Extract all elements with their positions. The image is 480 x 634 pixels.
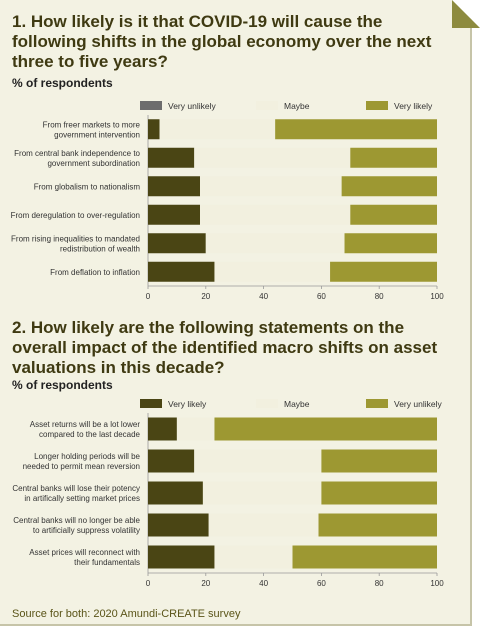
bar-segment [214,417,437,441]
bar-segment [321,481,437,505]
category-label: redistribution of wealth [60,244,140,253]
category-label: From globalism to nationalism [34,182,141,191]
category-label: Asset prices will reconnect with [29,548,140,557]
legend-swatch [366,101,388,110]
bar-segment [318,513,437,537]
category-label: From central bank independence to [14,149,140,158]
category-label: Asset returns will be a lot lower [30,420,141,429]
bar-segment [275,119,437,140]
x-tick-label: 40 [259,292,268,301]
legend-label: Maybe [284,399,310,409]
chart-1: Very unlikely Maybe Very likely 0 20 40 60 80 10… [11,101,444,301]
x-tick-label: 80 [375,292,384,301]
chart-2: Very likely Maybe Very unlikely 0 20 40 60 80 10… [12,399,444,588]
bar-segment [148,513,209,537]
x-tick-label: 0 [146,292,151,301]
bar-segment [148,233,206,254]
x-tick-label: 20 [201,292,210,301]
category-label: government subordination [47,159,140,168]
bar-segment [208,513,319,537]
bar-segment [148,545,215,569]
bar-segment [330,261,437,282]
bar-segment [350,204,437,225]
legend-swatch [140,399,162,408]
bar-segment [292,545,437,569]
bar-segment [194,147,351,168]
category-label: Central banks will no longer be able [13,516,140,525]
bar-segment [148,481,203,505]
x-tick-label: 80 [375,579,384,588]
category-label: Central banks will lose their potency [12,484,140,493]
category-label: From deflation to inflation [50,268,140,277]
category-label: their fundamentals [74,558,140,567]
bar-segment [194,449,322,473]
legend-label: Very likely [168,399,207,409]
bar-segment [148,147,195,168]
legend-label: Maybe [284,101,310,111]
x-tick-label: 100 [430,579,444,588]
bar-segment [344,233,437,254]
x-tick-label: 100 [430,292,444,301]
bar-segment [148,176,201,197]
bar-segment [350,147,437,168]
bar-segment [341,176,437,197]
bar-segment [148,204,201,225]
category-label: From deregulation to over-regulation [11,211,140,220]
x-tick-label: 0 [146,579,151,588]
legend-swatch [140,101,162,110]
bar-segment [214,545,293,569]
bar-segment [148,449,195,473]
bar-segment [176,417,215,441]
category-label: needed to permit mean reversion [23,462,140,471]
page-fold-shade [452,0,480,28]
legend-label: Very unlikely [168,101,216,111]
category-label: to artificially suppress volatility [33,526,140,535]
legend-label: Very likely [394,101,433,111]
category-label: From freer markets to more [43,120,141,129]
bar-segment [205,233,345,254]
category-label: government intervention [54,130,140,139]
legend-swatch [256,399,278,408]
x-tick-label: 40 [259,579,268,588]
legend-label: Very unlikely [394,399,442,409]
bar-segment [202,481,322,505]
bar-segment [148,261,215,282]
bar-segment [148,119,160,140]
x-tick-label: 60 [317,292,326,301]
chart-1-title: 1. How likely is it that COVID-19 will c… [12,12,432,71]
bar-segment [321,449,437,473]
chart-2-subtitle: % of respondents [12,378,113,392]
chart-2-title: 2. How likely are the following statemen… [12,318,438,377]
chart-1-subtitle: % of respondents [12,76,113,90]
bar-segment [214,261,331,282]
x-tick-label: 60 [317,579,326,588]
source-note: Source for both: 2020 Amundi-CREATE surv… [12,608,241,620]
x-tick-label: 20 [201,579,210,588]
category-label: in artifically setting market prices [24,494,140,503]
category-label: Longer holding periods will be [34,452,140,461]
bar-segment [159,119,276,140]
category-label: From rising inequalities to mandated [11,234,140,243]
category-label: compared to the last decade [39,430,141,439]
bar-segment [148,417,177,441]
bar-segment [200,176,342,197]
bar-segment [200,204,351,225]
legend-swatch [366,399,388,408]
legend-swatch [256,101,278,110]
